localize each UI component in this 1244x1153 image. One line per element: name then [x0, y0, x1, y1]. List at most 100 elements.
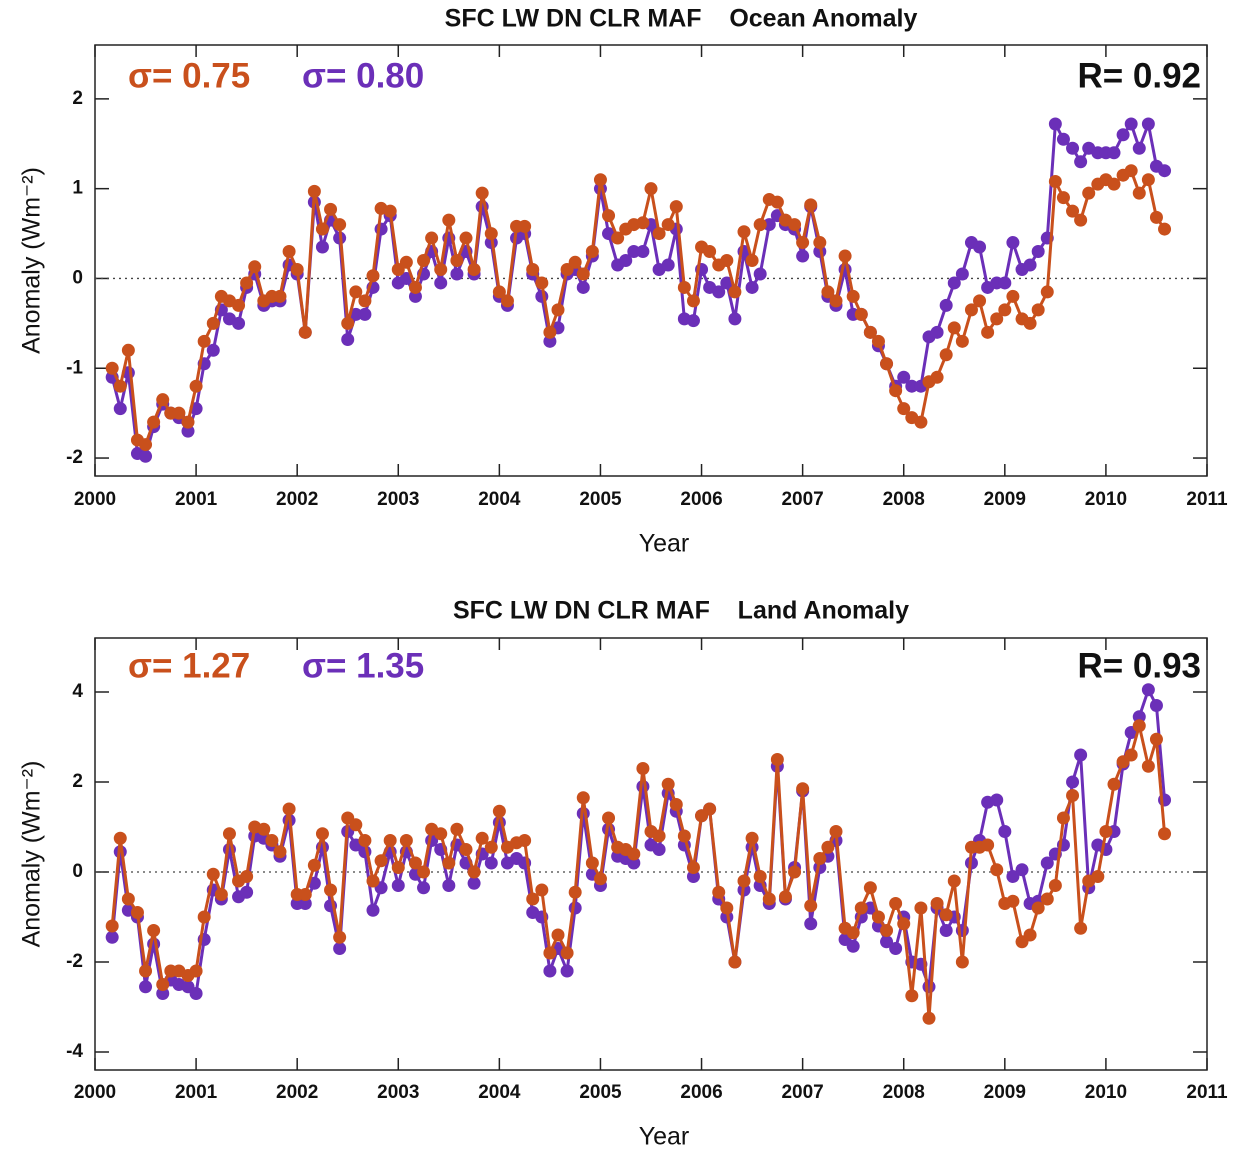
data-point [1107, 777, 1121, 791]
data-point [863, 325, 877, 339]
data-point [459, 231, 473, 245]
data-point [383, 204, 397, 218]
data-point [189, 987, 203, 1000]
annotation: R= 0.93 [1077, 646, 1201, 685]
data-point [720, 254, 734, 267]
data-point [905, 379, 919, 393]
data-point [593, 872, 607, 886]
legend-label: σ= 0.75 [128, 56, 250, 95]
data-point [181, 424, 195, 438]
data-point [399, 834, 413, 847]
x-tick-label: 2003 [377, 1082, 419, 1103]
data-point [434, 262, 448, 276]
data-point [762, 218, 776, 232]
data-point [526, 262, 540, 276]
x-tick-label: 2007 [781, 489, 823, 510]
data-point [821, 285, 835, 299]
data-point [686, 314, 700, 328]
data-point [273, 845, 287, 859]
data-point [484, 856, 498, 870]
data-point [197, 334, 211, 348]
data-point [315, 240, 329, 254]
data-point [804, 198, 818, 212]
data-point [889, 384, 903, 398]
data-point [1040, 892, 1054, 906]
data-point [408, 280, 422, 294]
data-point [652, 829, 666, 843]
data-point [324, 202, 338, 216]
data-point [686, 861, 700, 874]
data-point [737, 225, 751, 239]
x-tick-label: 2005 [579, 1082, 622, 1103]
data-point [374, 222, 388, 236]
data-point [139, 964, 153, 978]
data-point [880, 924, 894, 937]
data-point [1099, 825, 1113, 838]
data-point [981, 325, 995, 339]
x-tick-label: 2000 [74, 489, 116, 510]
data-point [829, 825, 843, 838]
data-point [349, 307, 363, 321]
data-point [1074, 155, 1088, 169]
data-point [897, 370, 911, 384]
data-point [442, 213, 456, 227]
data-point [677, 280, 691, 294]
data-point [955, 267, 969, 281]
data-point [1116, 128, 1130, 142]
x-tick-label: 2009 [984, 1082, 1026, 1103]
data-point [349, 818, 363, 832]
data-point [1124, 164, 1138, 178]
data-point [467, 262, 481, 276]
data-point [627, 856, 641, 870]
data-point [686, 870, 700, 883]
data-point [298, 888, 312, 901]
data-point [391, 861, 405, 874]
data-point [1149, 732, 1163, 746]
data-point [551, 303, 565, 317]
data-point [315, 222, 329, 236]
data-point [535, 883, 549, 897]
data-point [602, 811, 616, 825]
data-point [955, 955, 969, 969]
data-point [434, 827, 448, 841]
data-point [121, 892, 135, 906]
data-point [964, 303, 978, 317]
data-point [130, 906, 144, 919]
data-point [644, 182, 658, 196]
data-point [990, 793, 1004, 807]
data-point [788, 865, 802, 879]
data-point [1066, 789, 1080, 802]
data-point [939, 348, 953, 362]
data-point [947, 874, 961, 888]
data-point [745, 254, 759, 267]
data-point [307, 184, 321, 198]
data-point [526, 892, 540, 906]
data-point [720, 276, 734, 290]
data-point [282, 802, 296, 816]
data-point [222, 827, 236, 841]
data-point [1141, 759, 1155, 773]
x-tick-label: 2002 [276, 1082, 318, 1103]
data-point [366, 269, 380, 283]
data-point [1031, 303, 1045, 317]
x-axis-label: Year [639, 1123, 690, 1151]
data-point [796, 236, 810, 250]
data-point [939, 298, 953, 312]
data-point [611, 231, 625, 245]
chart-title: SFC LW DN CLR MAF Ocean Anomaly [445, 5, 918, 33]
data-point [1040, 856, 1054, 870]
legend-label: σ= 0.80 [302, 56, 424, 95]
data-point [796, 249, 810, 263]
data-point [1006, 870, 1020, 883]
data-point [383, 834, 397, 847]
data-point [358, 307, 372, 321]
data-point [105, 361, 119, 375]
data-point [889, 942, 903, 955]
annotation: R= 0.92 [1077, 56, 1201, 95]
data-point [408, 289, 422, 303]
data-point [990, 863, 1004, 877]
data-point [113, 379, 127, 393]
data-point [257, 822, 271, 836]
y-tick-label: 0 [72, 861, 83, 882]
